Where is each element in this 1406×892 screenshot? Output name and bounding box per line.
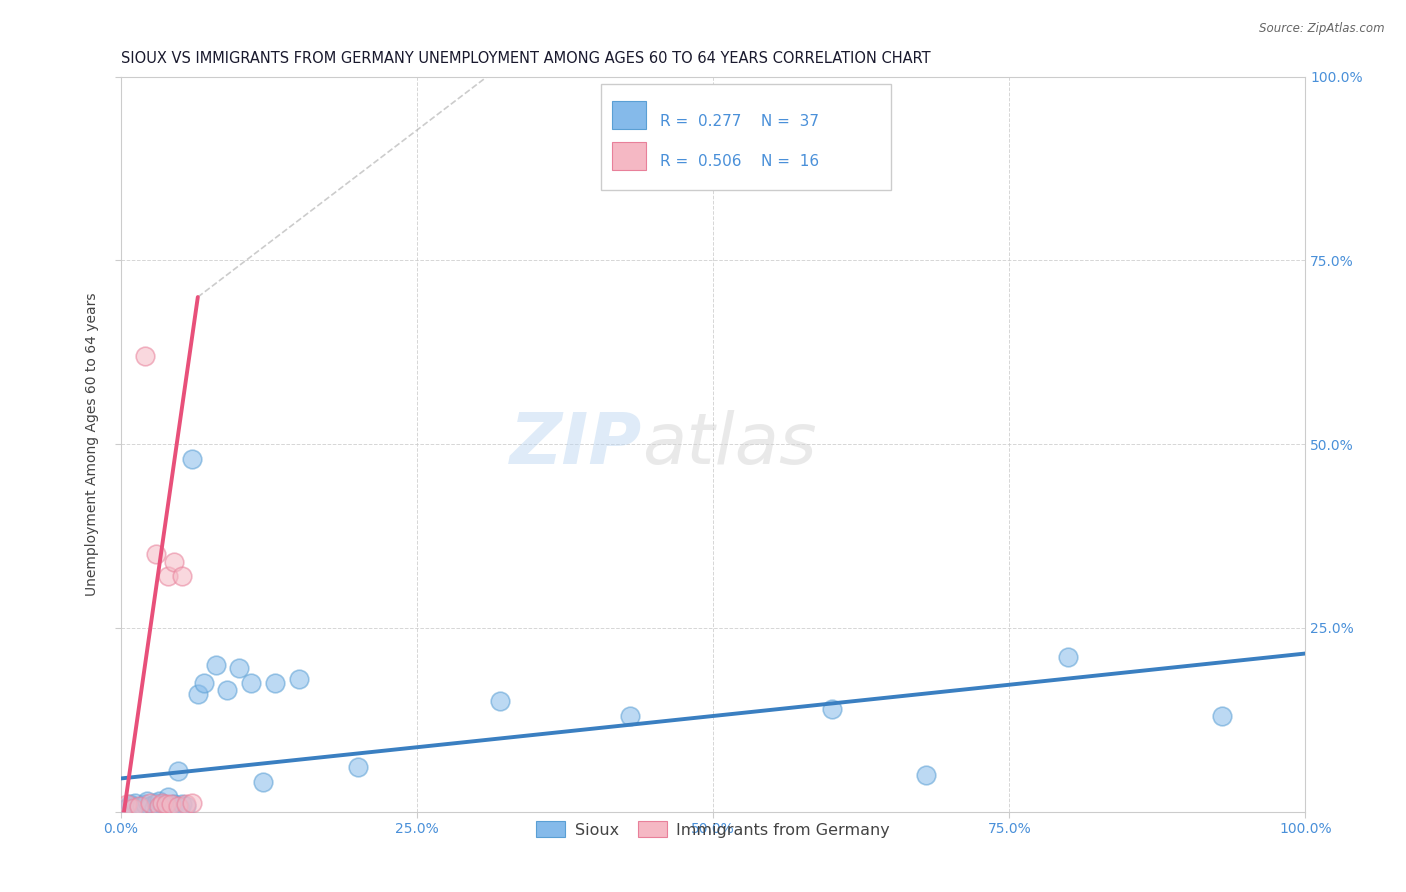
Point — [145, 796, 167, 810]
Point — [150, 797, 173, 812]
Point — [166, 764, 188, 778]
Point — [143, 801, 166, 815]
Point — [287, 672, 309, 686]
Point — [240, 676, 263, 690]
Point — [172, 797, 194, 812]
Point — [115, 801, 138, 815]
Point — [166, 798, 188, 813]
Point — [121, 801, 143, 815]
Point — [128, 801, 150, 815]
Legend: Sioux, Immigrants from Germany: Sioux, Immigrants from Germany — [530, 814, 897, 844]
Point — [1211, 709, 1233, 723]
Text: Source: ZipAtlas.com: Source: ZipAtlas.com — [1260, 22, 1385, 36]
Point — [174, 797, 197, 812]
Point — [619, 709, 641, 723]
Text: ZIP: ZIP — [510, 409, 643, 478]
FancyBboxPatch shape — [600, 84, 891, 191]
Point — [193, 676, 215, 690]
Point — [1057, 650, 1080, 665]
Point — [115, 797, 138, 812]
Text: R =  0.506    N =  16: R = 0.506 N = 16 — [659, 154, 818, 169]
Point — [169, 801, 191, 815]
Point — [180, 451, 202, 466]
Point — [157, 789, 180, 804]
Point — [187, 687, 209, 701]
FancyBboxPatch shape — [613, 142, 645, 169]
Point — [121, 798, 143, 813]
Point — [134, 349, 156, 363]
Y-axis label: Unemployment Among Ages 60 to 64 years: Unemployment Among Ages 60 to 64 years — [86, 293, 100, 596]
Point — [131, 798, 153, 813]
Point — [346, 760, 368, 774]
Point — [172, 569, 194, 583]
Text: R =  0.277    N =  37: R = 0.277 N = 37 — [659, 113, 818, 128]
Point — [252, 775, 274, 789]
Point — [163, 555, 186, 569]
Point — [128, 798, 150, 813]
Point — [155, 797, 177, 812]
Point — [228, 661, 250, 675]
Point — [263, 676, 285, 690]
Point — [139, 796, 162, 810]
Point — [148, 793, 170, 807]
Point — [820, 701, 842, 715]
Point — [148, 798, 170, 813]
Point — [174, 798, 197, 813]
Text: SIOUX VS IMMIGRANTS FROM GERMANY UNEMPLOYMENT AMONG AGES 60 TO 64 YEARS CORRELAT: SIOUX VS IMMIGRANTS FROM GERMANY UNEMPLO… — [121, 51, 931, 66]
Text: atlas: atlas — [643, 409, 817, 478]
Point — [155, 798, 177, 813]
Point — [204, 657, 226, 672]
FancyBboxPatch shape — [613, 102, 645, 129]
Point — [145, 547, 167, 561]
Point — [134, 797, 156, 812]
Point — [157, 569, 180, 583]
Point — [150, 796, 173, 810]
Point — [915, 768, 938, 782]
Point — [120, 797, 142, 812]
Point — [124, 796, 146, 810]
Point — [139, 798, 162, 813]
Point — [135, 793, 157, 807]
Point — [217, 683, 239, 698]
Point — [180, 796, 202, 810]
Point — [163, 797, 186, 812]
Point — [159, 797, 181, 812]
Point — [489, 694, 512, 708]
